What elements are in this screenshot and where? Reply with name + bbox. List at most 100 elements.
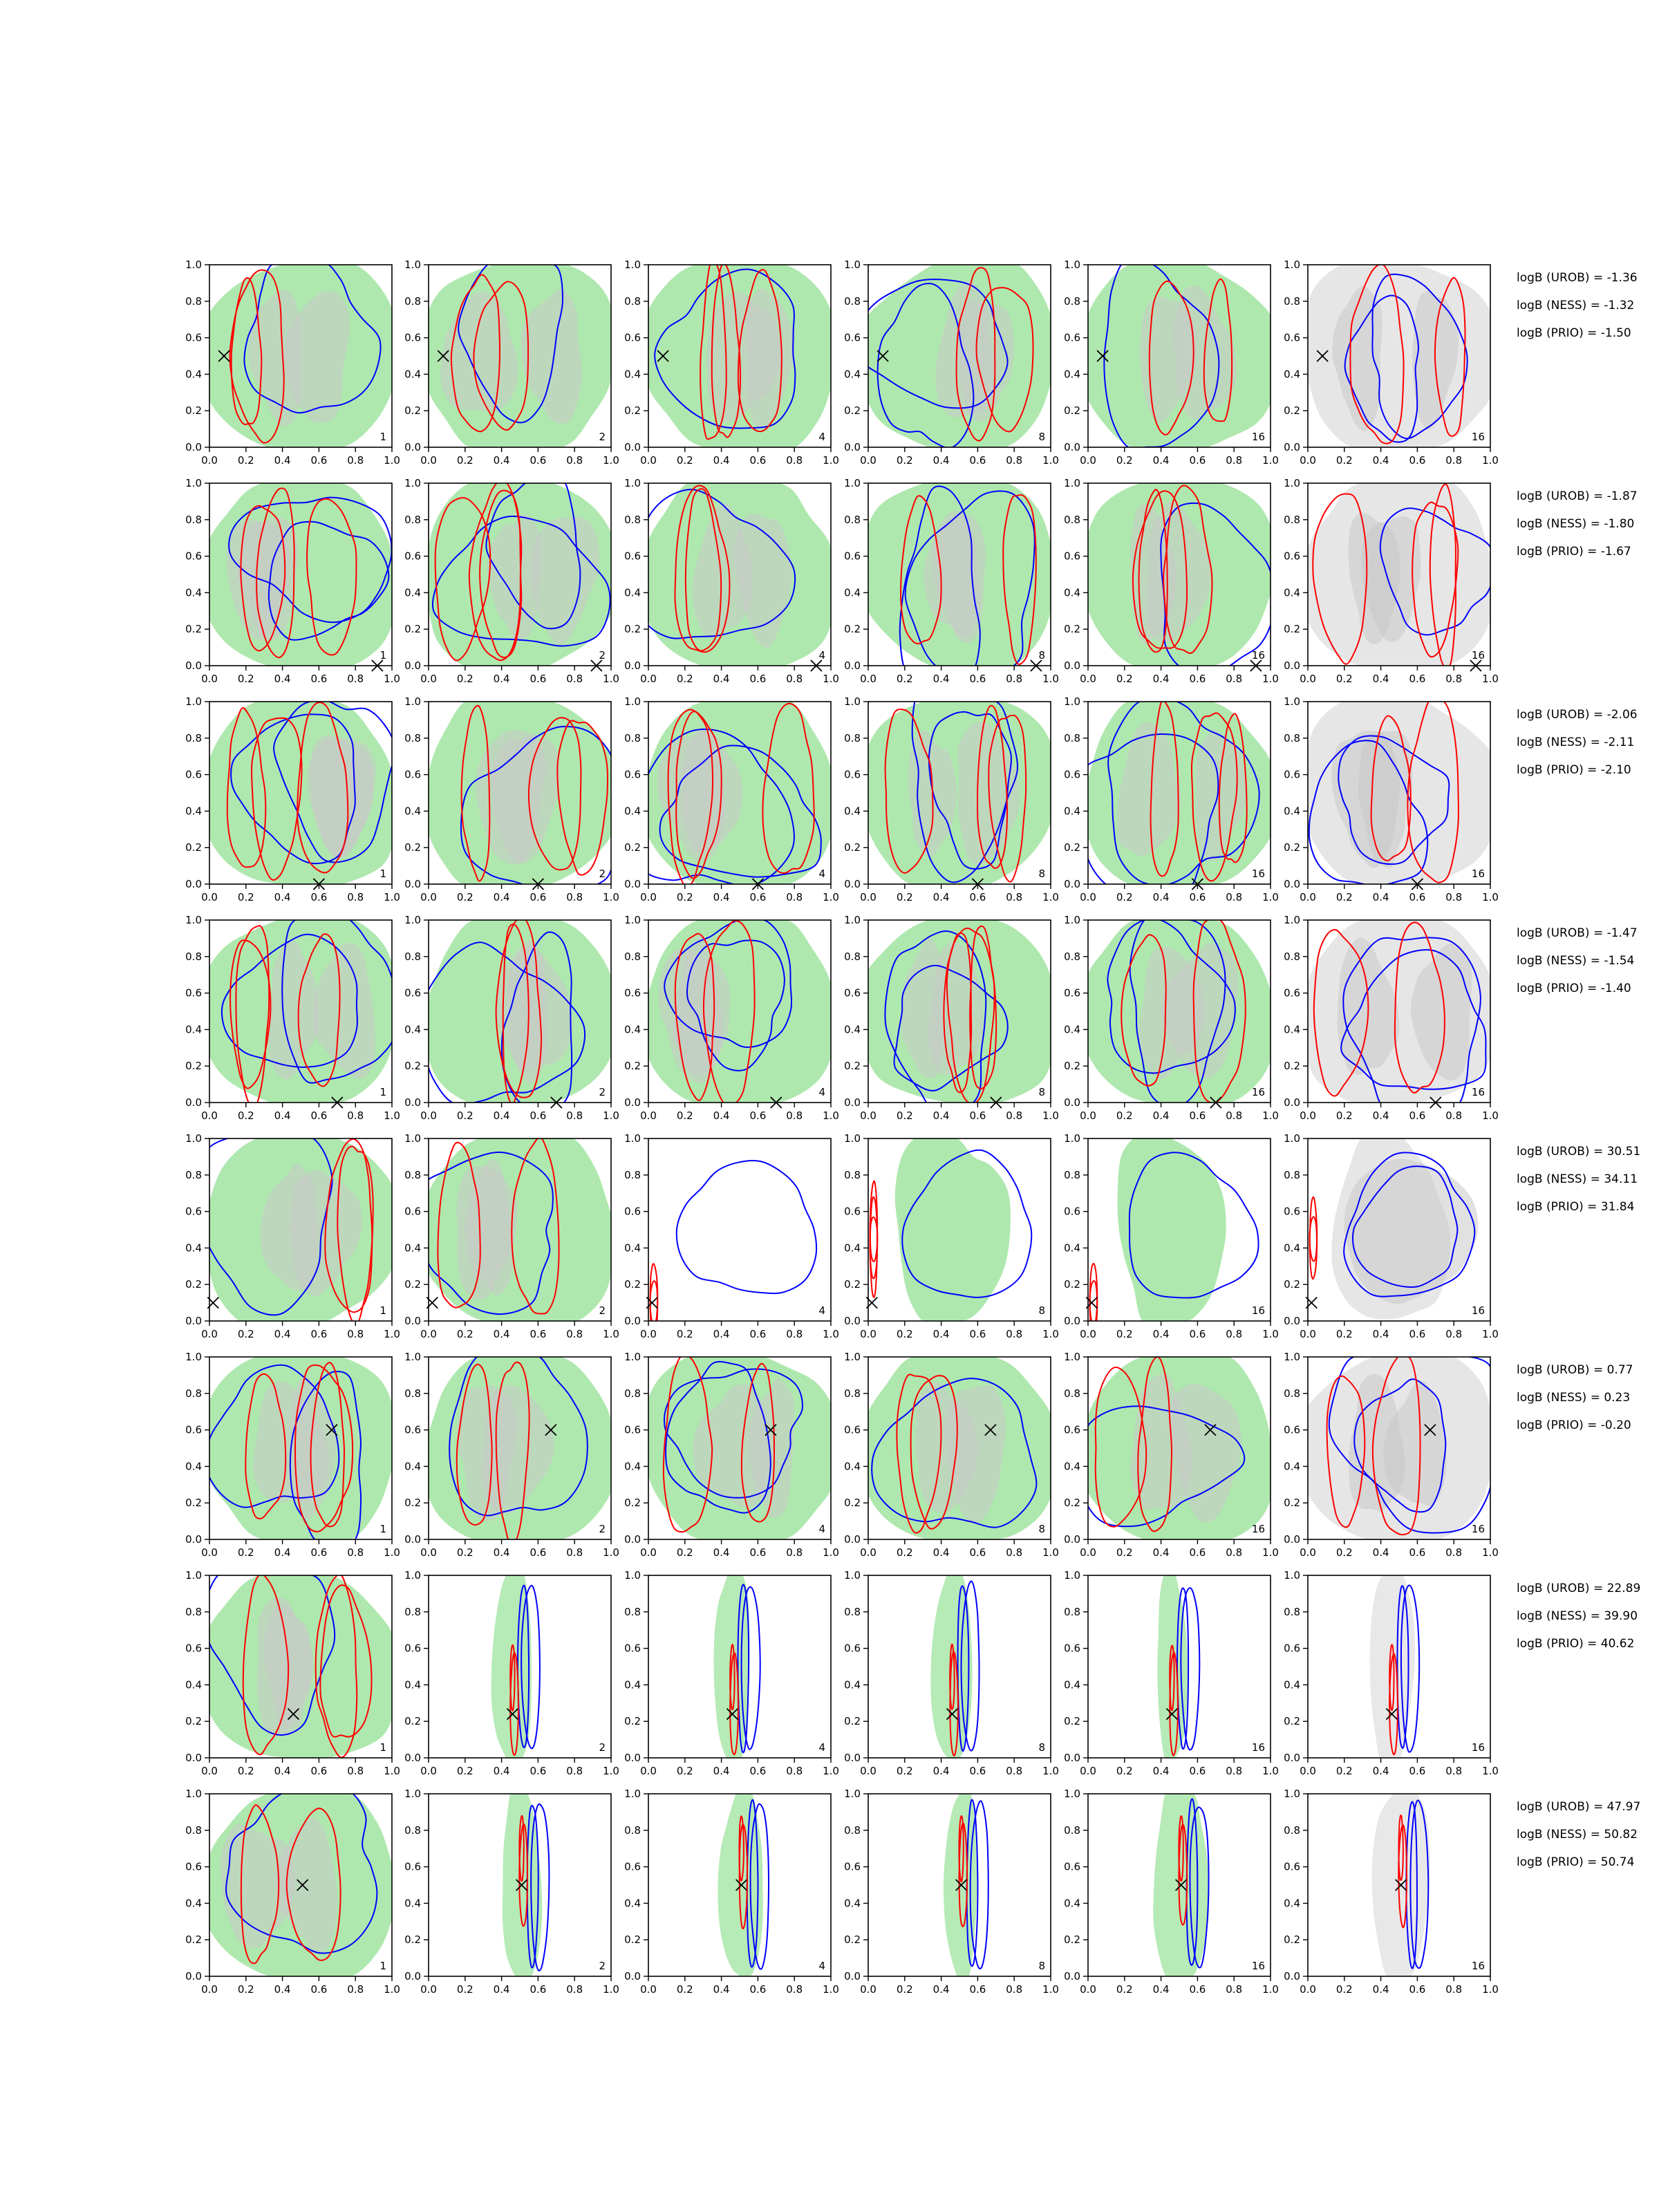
y-tick-label: 0.4 bbox=[624, 1241, 641, 1254]
y-tick-label: 0.4 bbox=[1284, 1460, 1300, 1472]
y-tick-label: 1.0 bbox=[404, 1351, 421, 1363]
contour-blue bbox=[429, 941, 586, 1103]
panel-label: 8 bbox=[1038, 1086, 1045, 1098]
y-tick-label: 0.4 bbox=[1284, 1241, 1300, 1254]
panel-label: 1 bbox=[379, 868, 386, 880]
x-tick-label: 0.2 bbox=[897, 891, 913, 903]
x-tick-label: 0.2 bbox=[1336, 1328, 1353, 1340]
panel-r8-c4: 0.00.0 0.2 0.2 0.4 0.4 0.6 0.6 0.8 0.8 1.0 1.0 8 bbox=[844, 1788, 1059, 1996]
panel-frame bbox=[209, 1575, 393, 1759]
x-tick-label: 0.8 bbox=[1445, 454, 1462, 467]
y-tick-label: 1.0 bbox=[624, 1351, 641, 1363]
truth-marker bbox=[1424, 1423, 1436, 1436]
logB-label: logB (NESS) = -1.80 bbox=[1517, 517, 1634, 531]
y-tick-label: 1.0 bbox=[185, 695, 202, 708]
x-tick-label: 1.0 bbox=[1482, 1983, 1499, 1996]
y-tick-label: 0.6 bbox=[1064, 1642, 1080, 1655]
density-fill bbox=[429, 1138, 611, 1321]
contour-red bbox=[958, 1815, 964, 1883]
panel-label: 16 bbox=[1252, 1741, 1265, 1754]
panel-frame bbox=[648, 1356, 832, 1540]
x-tick-label: 1.0 bbox=[384, 454, 400, 467]
panel-r6-c1: 0.00.0 0.2 0.2 0.4 0.4 0.6 0.6 0.8 0.8 1.0 1.0 1 bbox=[185, 1351, 400, 1559]
y-tick-label: 1.0 bbox=[185, 914, 202, 926]
x-tick-label: 0.6 bbox=[1409, 1328, 1425, 1340]
truth-marker bbox=[1165, 1708, 1179, 1721]
panel-frame bbox=[1087, 919, 1271, 1103]
panel-label: 1 bbox=[379, 1741, 386, 1754]
x-tick-label: 1.0 bbox=[603, 1109, 619, 1122]
panel-frame bbox=[1307, 919, 1491, 1103]
contour-blue bbox=[893, 964, 1009, 1091]
contour-blue bbox=[1343, 1152, 1476, 1297]
x-tick-label: 1.0 bbox=[603, 1765, 619, 1777]
x-tick-label: 0.4 bbox=[274, 891, 291, 903]
x-tick-label: 0.8 bbox=[566, 1546, 583, 1559]
x-tick-label: 0.0 bbox=[1080, 1546, 1096, 1559]
contour-red bbox=[324, 1138, 373, 1313]
panel-frame bbox=[1087, 264, 1271, 448]
x-tick-label: 0.2 bbox=[238, 1109, 254, 1122]
panel-label: 4 bbox=[818, 1741, 825, 1754]
contour-red bbox=[319, 1584, 373, 1738]
contour-blue bbox=[209, 1138, 333, 1316]
x-tick-label: 0.0 bbox=[1080, 1983, 1096, 1996]
x-tick-label: 0.4 bbox=[274, 673, 291, 685]
y-tick-label: 0.8 bbox=[844, 950, 861, 963]
y-tick-label: 0.2 bbox=[1064, 1715, 1080, 1727]
y-tick-label: 0.8 bbox=[624, 1169, 641, 1181]
y-tick-label: 0.2 bbox=[1284, 1060, 1300, 1072]
contour-red bbox=[702, 920, 756, 1103]
x-tick-label: 0.6 bbox=[749, 1109, 766, 1122]
logB-label: logB (UROB) = 0.77 bbox=[1517, 1363, 1633, 1377]
y-tick-label: 0.8 bbox=[404, 1824, 421, 1837]
y-tick-label: 0.6 bbox=[1064, 550, 1080, 563]
y-tick-label: 0.4 bbox=[624, 586, 641, 599]
x-tick-label: 0.6 bbox=[969, 1328, 986, 1340]
x-tick-label: 1.0 bbox=[1262, 1546, 1279, 1559]
contour-blue bbox=[1189, 1806, 1210, 1969]
contour-blue bbox=[899, 485, 981, 666]
contour-blue bbox=[458, 265, 563, 424]
x-tick-label: 0.4 bbox=[494, 1328, 510, 1340]
y-tick-label: 0.6 bbox=[404, 550, 421, 563]
x-tick-label: 0.2 bbox=[1116, 1109, 1133, 1122]
x-tick-label: 0.6 bbox=[1189, 1983, 1206, 1996]
x-tick-label: 0.4 bbox=[713, 1546, 730, 1559]
y-tick-label: 0.6 bbox=[185, 1861, 202, 1873]
x-tick-label: 1.0 bbox=[823, 1983, 839, 1996]
panel-frame bbox=[1307, 701, 1491, 885]
y-tick-label: 0.4 bbox=[1284, 1678, 1300, 1691]
x-tick-label: 0.8 bbox=[347, 891, 364, 903]
y-tick-label: 1.0 bbox=[1284, 259, 1300, 271]
density-core bbox=[957, 300, 1014, 422]
y-tick-label: 0.8 bbox=[404, 1169, 421, 1181]
panel-r5-c3: 0.00.0 0.2 0.2 0.4 0.4 0.6 0.6 0.8 0.8 1.0 1.0 4 bbox=[624, 1132, 839, 1340]
y-tick-label: 0.0 bbox=[624, 659, 641, 672]
y-tick-label: 0.6 bbox=[1064, 987, 1080, 1000]
panel-r6-c6: 0.00.0 0.2 0.2 0.4 0.4 0.6 0.6 0.8 0.8 1.0 1.0 16 bbox=[1284, 1351, 1499, 1559]
x-tick-label: 1.0 bbox=[1262, 1109, 1279, 1122]
y-tick-label: 0.2 bbox=[1064, 404, 1080, 417]
y-tick-label: 0.0 bbox=[1284, 659, 1300, 672]
contour-red bbox=[518, 1823, 529, 1927]
panel-frame bbox=[868, 1138, 1051, 1322]
panel-frame bbox=[868, 1793, 1051, 1977]
x-tick-label: 0.6 bbox=[1189, 1765, 1206, 1777]
y-tick-label: 0.6 bbox=[404, 1642, 421, 1655]
panel-frame bbox=[1087, 1575, 1271, 1759]
panel-r2-c2: 0.00.0 0.2 0.2 0.4 0.4 0.6 0.6 0.8 0.8 1.0 1.0 2 bbox=[404, 477, 619, 685]
y-tick-label: 0.0 bbox=[404, 1533, 421, 1546]
contour-blue bbox=[884, 930, 987, 1103]
y-tick-label: 0.4 bbox=[185, 1241, 202, 1254]
y-tick-label: 0.8 bbox=[1064, 950, 1080, 963]
y-tick-label: 1.0 bbox=[404, 1788, 421, 1800]
contour-blue bbox=[521, 1584, 541, 1750]
y-tick-label: 1.0 bbox=[1064, 259, 1080, 271]
y-tick-label: 0.2 bbox=[1284, 1715, 1300, 1727]
y-tick-label: 0.8 bbox=[844, 1169, 861, 1181]
x-tick-label: 1.0 bbox=[1262, 454, 1279, 467]
y-tick-label: 0.2 bbox=[1284, 1933, 1300, 1946]
contour-blue bbox=[228, 496, 392, 624]
panel-frame bbox=[428, 1575, 612, 1759]
